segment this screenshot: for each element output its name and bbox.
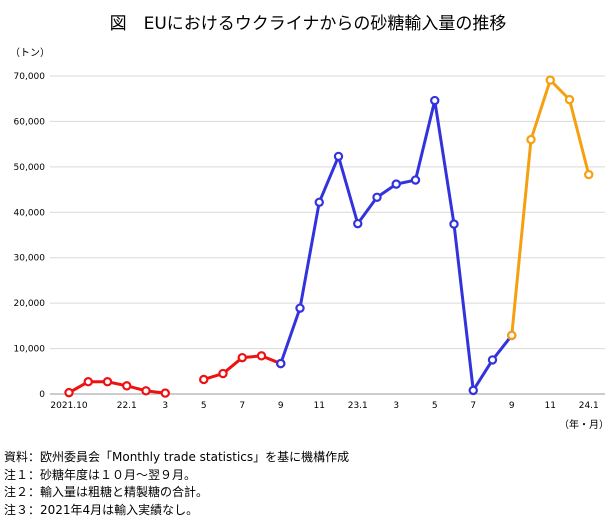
x-tick-label: 3 bbox=[393, 401, 399, 411]
data-point bbox=[333, 151, 344, 162]
data-point bbox=[199, 374, 209, 385]
grid-lines bbox=[50, 75, 605, 350]
y-tick-label: 60,000 bbox=[14, 117, 46, 127]
y-axis-ticks: 0 10,000 20,000 30,000 40,000 50,000 60,000 70,… bbox=[14, 72, 46, 400]
x-axis-ticks: 2021.10 22.1 3 5 7 9 11 23.1 3 5 7 9 11 24.1 bbox=[50, 401, 598, 411]
y-tick-label: 0 bbox=[39, 390, 45, 400]
data-point bbox=[102, 377, 113, 387]
data-point bbox=[141, 386, 151, 396]
x-tick-label: 5 bbox=[201, 401, 207, 411]
y-tick-label: 70,000 bbox=[14, 72, 46, 82]
data-point bbox=[64, 387, 74, 398]
data-point bbox=[545, 75, 555, 85]
data-point bbox=[584, 169, 594, 180]
data-point bbox=[449, 219, 459, 229]
y-tick-label: 10,000 bbox=[14, 345, 46, 355]
data-point bbox=[430, 95, 440, 106]
data-point bbox=[160, 388, 170, 398]
x-tick-label: 11 bbox=[314, 401, 325, 411]
x-tick-label: 9 bbox=[278, 401, 284, 411]
x-axis-unit-label: （年・月） bbox=[559, 418, 609, 431]
x-tick-label: 3 bbox=[162, 401, 168, 411]
data-point bbox=[372, 192, 382, 202]
x-tick-label: 22.1 bbox=[117, 401, 137, 411]
series-line-2 bbox=[279, 99, 513, 392]
note-2: 注２：輸入量は粗糖と精製糖の合計。 bbox=[4, 485, 209, 499]
y-tick-label: 20,000 bbox=[14, 299, 46, 309]
note-1: 注１：砂糖年度は１０月～翌９月。 bbox=[4, 467, 197, 482]
data-point bbox=[507, 330, 517, 341]
data-point bbox=[218, 368, 228, 379]
data-point bbox=[256, 351, 267, 361]
data-point bbox=[468, 385, 478, 396]
y-tick-label: 40,000 bbox=[14, 208, 46, 218]
data-points bbox=[64, 75, 594, 398]
data-point bbox=[391, 179, 401, 189]
data-point bbox=[83, 377, 93, 387]
series-line-3 bbox=[510, 78, 591, 336]
data-point bbox=[487, 355, 498, 365]
x-tick-label: 5 bbox=[432, 401, 438, 411]
x-tick-label: 24.1 bbox=[579, 401, 599, 411]
chart-title: 図 EUにおけるウクライナからの砂糖輸入量の推移 bbox=[110, 14, 507, 34]
x-tick-label: 9 bbox=[509, 401, 515, 411]
series-lines bbox=[68, 78, 591, 395]
y-axis-unit-label: （トン） bbox=[10, 47, 50, 59]
y-tick-label: 50,000 bbox=[14, 163, 46, 173]
note-source: 資料：欧州委員会「Monthly trade statistics」を基に機構作… bbox=[4, 450, 350, 464]
series-line-0 bbox=[68, 380, 166, 395]
data-point bbox=[122, 381, 132, 391]
data-point bbox=[564, 94, 575, 105]
x-tick-label: 7 bbox=[470, 401, 476, 411]
data-point bbox=[410, 175, 421, 185]
data-point bbox=[526, 134, 536, 145]
data-point bbox=[237, 352, 247, 363]
data-point bbox=[295, 303, 305, 313]
x-tick-label: 7 bbox=[239, 401, 245, 411]
x-tick-label: 2021.10 bbox=[50, 401, 87, 411]
notes: 資料：欧州委員会「Monthly trade statistics」を基に機構作… bbox=[4, 449, 611, 519]
x-tick-label: 23.1 bbox=[348, 401, 368, 411]
x-tick-label: 11 bbox=[545, 401, 556, 411]
chart: 図 EUにおけるウクライナからの砂糖輸入量の推移 （トン） 0 10,000 20,… bbox=[10, 14, 609, 431]
data-point bbox=[353, 218, 363, 229]
data-point bbox=[314, 197, 324, 207]
note-3: 注３：2021年4月は輸入実績なし。 bbox=[4, 502, 199, 517]
y-tick-label: 30,000 bbox=[14, 254, 46, 264]
data-point bbox=[276, 358, 286, 369]
